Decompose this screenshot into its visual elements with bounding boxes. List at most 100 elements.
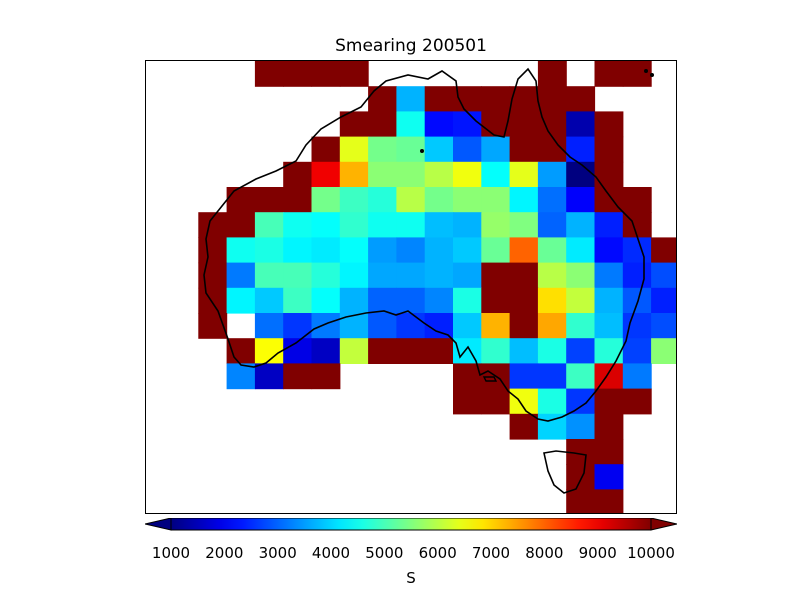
colorbar-extend-min (145, 518, 172, 531)
heatmap-cell (566, 187, 596, 213)
heatmap-cell (651, 313, 676, 339)
heatmap-cell (424, 287, 454, 314)
heatmap-cell (509, 136, 539, 163)
colorbar-tick-label: 10000 (627, 544, 675, 562)
colorbar-gradient (170, 518, 652, 531)
heatmap-cell (537, 413, 567, 440)
heatmap-cell (594, 111, 624, 138)
heatmap-cell (311, 363, 341, 390)
colorbar-tick-label: 8000 (525, 544, 564, 562)
heatmap-cell (424, 161, 454, 188)
heatmap-cell (396, 237, 426, 264)
heatmap-cell (481, 161, 511, 188)
heatmap-cell (509, 313, 539, 339)
heatmap-cell (311, 262, 341, 289)
heatmap-cell (481, 187, 511, 213)
heatmap-cell (339, 262, 369, 289)
heatmap-cell (622, 237, 652, 264)
heatmap-cell (339, 61, 369, 87)
heatmap-cell (226, 338, 256, 364)
colorbar (145, 518, 677, 531)
heatmap-cell (283, 262, 313, 289)
heatmap-cell (226, 212, 256, 238)
colorbar-tick-label: 4000 (311, 544, 351, 562)
colorbar-tick-label: 5000 (365, 544, 404, 562)
heatmap-cell (311, 61, 341, 87)
heatmap-cell (396, 86, 426, 112)
heatmap-cell (453, 338, 482, 364)
heatmap-cell (594, 464, 624, 490)
heatmap-cell (311, 136, 341, 163)
colorbar-extend-max (650, 518, 677, 531)
heatmap-cell (396, 262, 426, 289)
coastline (203, 67, 654, 494)
heatmap-cell (537, 212, 567, 238)
colorbar-label: S (406, 569, 416, 587)
heatmap-cell (594, 287, 624, 314)
heatmap-cell (481, 313, 511, 339)
heatmap-cell (226, 262, 256, 289)
heatmap-cell (537, 338, 567, 364)
heatmap-cell (396, 338, 426, 364)
heatmap-cell (339, 338, 369, 364)
heatmap-cell (594, 489, 624, 513)
heatmap-cell (226, 363, 256, 390)
heatmap-cell (509, 111, 539, 138)
heatmap-cell (537, 237, 567, 264)
heatmap-cell (537, 363, 567, 390)
heatmap-cell (198, 262, 228, 289)
heatmap-cell (226, 237, 256, 264)
heatmap-cell (368, 287, 397, 314)
island-dot (420, 149, 424, 153)
colorbar-tick-label: 6000 (418, 544, 457, 562)
heatmap-cell (509, 237, 539, 264)
heatmap-cell (594, 313, 624, 339)
heatmap-cell (537, 161, 567, 188)
heatmap-cell (339, 187, 369, 213)
heatmap-cell (424, 136, 454, 163)
heatmap-cell (254, 363, 284, 390)
heatmap-cell (283, 212, 313, 238)
heatmap-cell (453, 187, 482, 213)
heatmap-cell (368, 212, 397, 238)
heatmap-cell (396, 161, 426, 188)
heatmap-cell (311, 212, 341, 238)
heatmap-cell (481, 338, 511, 364)
heatmap-cell (368, 187, 397, 213)
heatmap-cell (254, 262, 284, 289)
heatmap-cell (481, 388, 511, 415)
heatmap-cell (481, 86, 511, 112)
heatmap-cell (509, 388, 539, 415)
heatmap-cell (537, 187, 567, 213)
heatmap-cell (481, 262, 511, 289)
heatmap-cell (453, 212, 482, 238)
colorbar-tick-label: 7000 (471, 544, 511, 562)
heatmap-cell (622, 287, 652, 314)
heatmap-cell (594, 136, 624, 163)
heatmap-cell (424, 187, 454, 213)
heatmap-cell (651, 287, 676, 314)
heatmap-cell (566, 161, 596, 188)
heatmap-cell (424, 262, 454, 289)
heatmap-cell (396, 136, 426, 163)
heatmap-cell (339, 287, 369, 314)
heatmap-cell (566, 338, 596, 364)
heatmap-cell (651, 262, 676, 289)
heatmap-cell (509, 187, 539, 213)
heatmap-cell (311, 237, 341, 264)
colorbar-tick-label: 1000 (151, 544, 191, 562)
heatmap-cell (283, 287, 313, 314)
heatmap-cell (509, 161, 539, 188)
heatmap-cell (396, 212, 426, 238)
heatmap-cell (509, 338, 539, 364)
heatmap-cell (311, 338, 341, 364)
heatmap-cell (283, 187, 313, 213)
heatmap-cell (368, 237, 397, 264)
colorbar-tick-label: 3000 (258, 544, 297, 562)
heatmap-cell (594, 212, 624, 238)
heatmap-cell (566, 313, 596, 339)
heatmap-cell (311, 187, 341, 213)
heatmap-cell (198, 287, 228, 314)
heatmap-cell (566, 464, 596, 490)
heatmap-cell (566, 86, 596, 112)
